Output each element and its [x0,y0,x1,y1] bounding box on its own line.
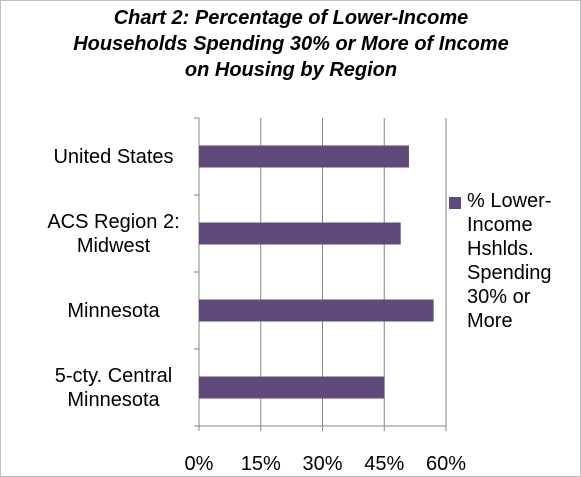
bar [199,376,385,399]
x-tick-label: 0% [185,453,214,475]
x-tick-label: 45% [364,453,404,475]
bar [199,222,401,245]
x-tick-label: 30% [302,453,342,475]
y-tick-label: 5-cty. Central Minnesota [54,364,173,411]
x-tick-label: 60% [426,453,466,475]
bar [199,145,409,168]
legend-label: % Lower-Income Hshlds. Spending 30% or M… [467,190,552,332]
bar [199,299,434,322]
legend-swatch [449,197,461,209]
y-tick-label: Minnesota [67,299,160,322]
y-tick-label: ACS Region 2: Midwest [47,210,180,257]
y-tick-label: United States [53,145,174,168]
chart-title: Chart 2: Percentage of Lower-Income Hous… [73,7,509,81]
x-tick-label: 15% [241,453,281,475]
